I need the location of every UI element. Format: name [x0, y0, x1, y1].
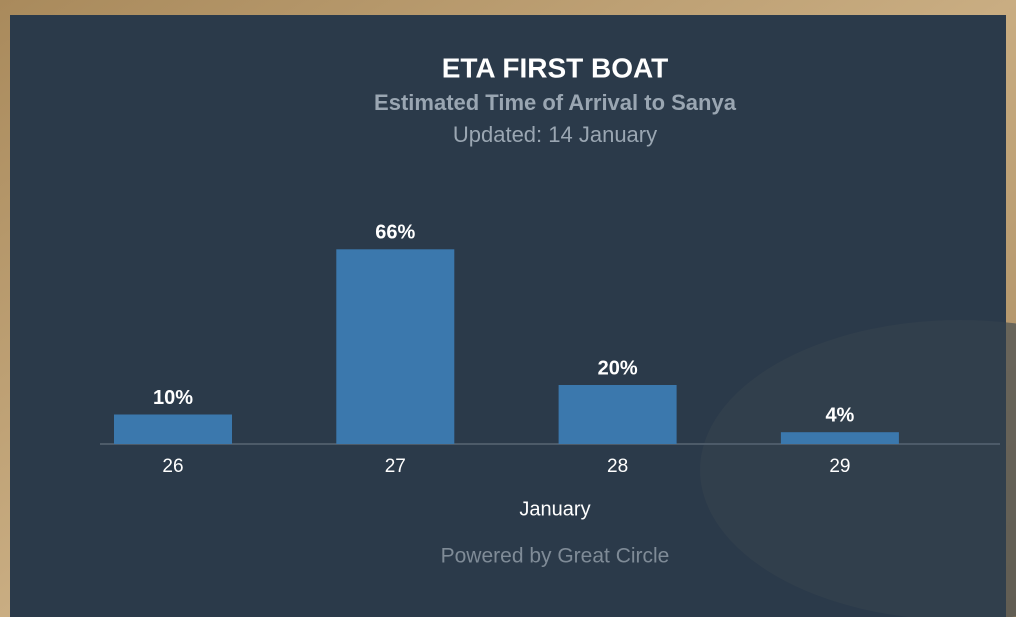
bar: [114, 414, 232, 444]
x-tick-label: 28: [607, 456, 628, 477]
x-tick-label: 26: [162, 456, 183, 477]
data-label: 66%: [375, 222, 415, 244]
data-label: 10%: [153, 387, 193, 409]
footer: Powered by Great Circle: [441, 545, 670, 568]
chart-title: ETA FIRST BOAT: [442, 52, 669, 83]
x-tick-label: 29: [829, 456, 850, 477]
chart-subtitle: Estimated Time of Arrival to Sanya: [374, 90, 737, 115]
x-tick-label: 27: [385, 456, 406, 477]
x-axis-label: January: [519, 498, 590, 520]
data-label: 20%: [598, 357, 638, 379]
bar: [336, 249, 455, 444]
data-label: 4%: [825, 404, 854, 426]
decoration: [700, 320, 1016, 617]
bar: [780, 432, 899, 444]
updated-note: Updated: 14 January: [453, 122, 657, 147]
bar: [558, 385, 677, 444]
